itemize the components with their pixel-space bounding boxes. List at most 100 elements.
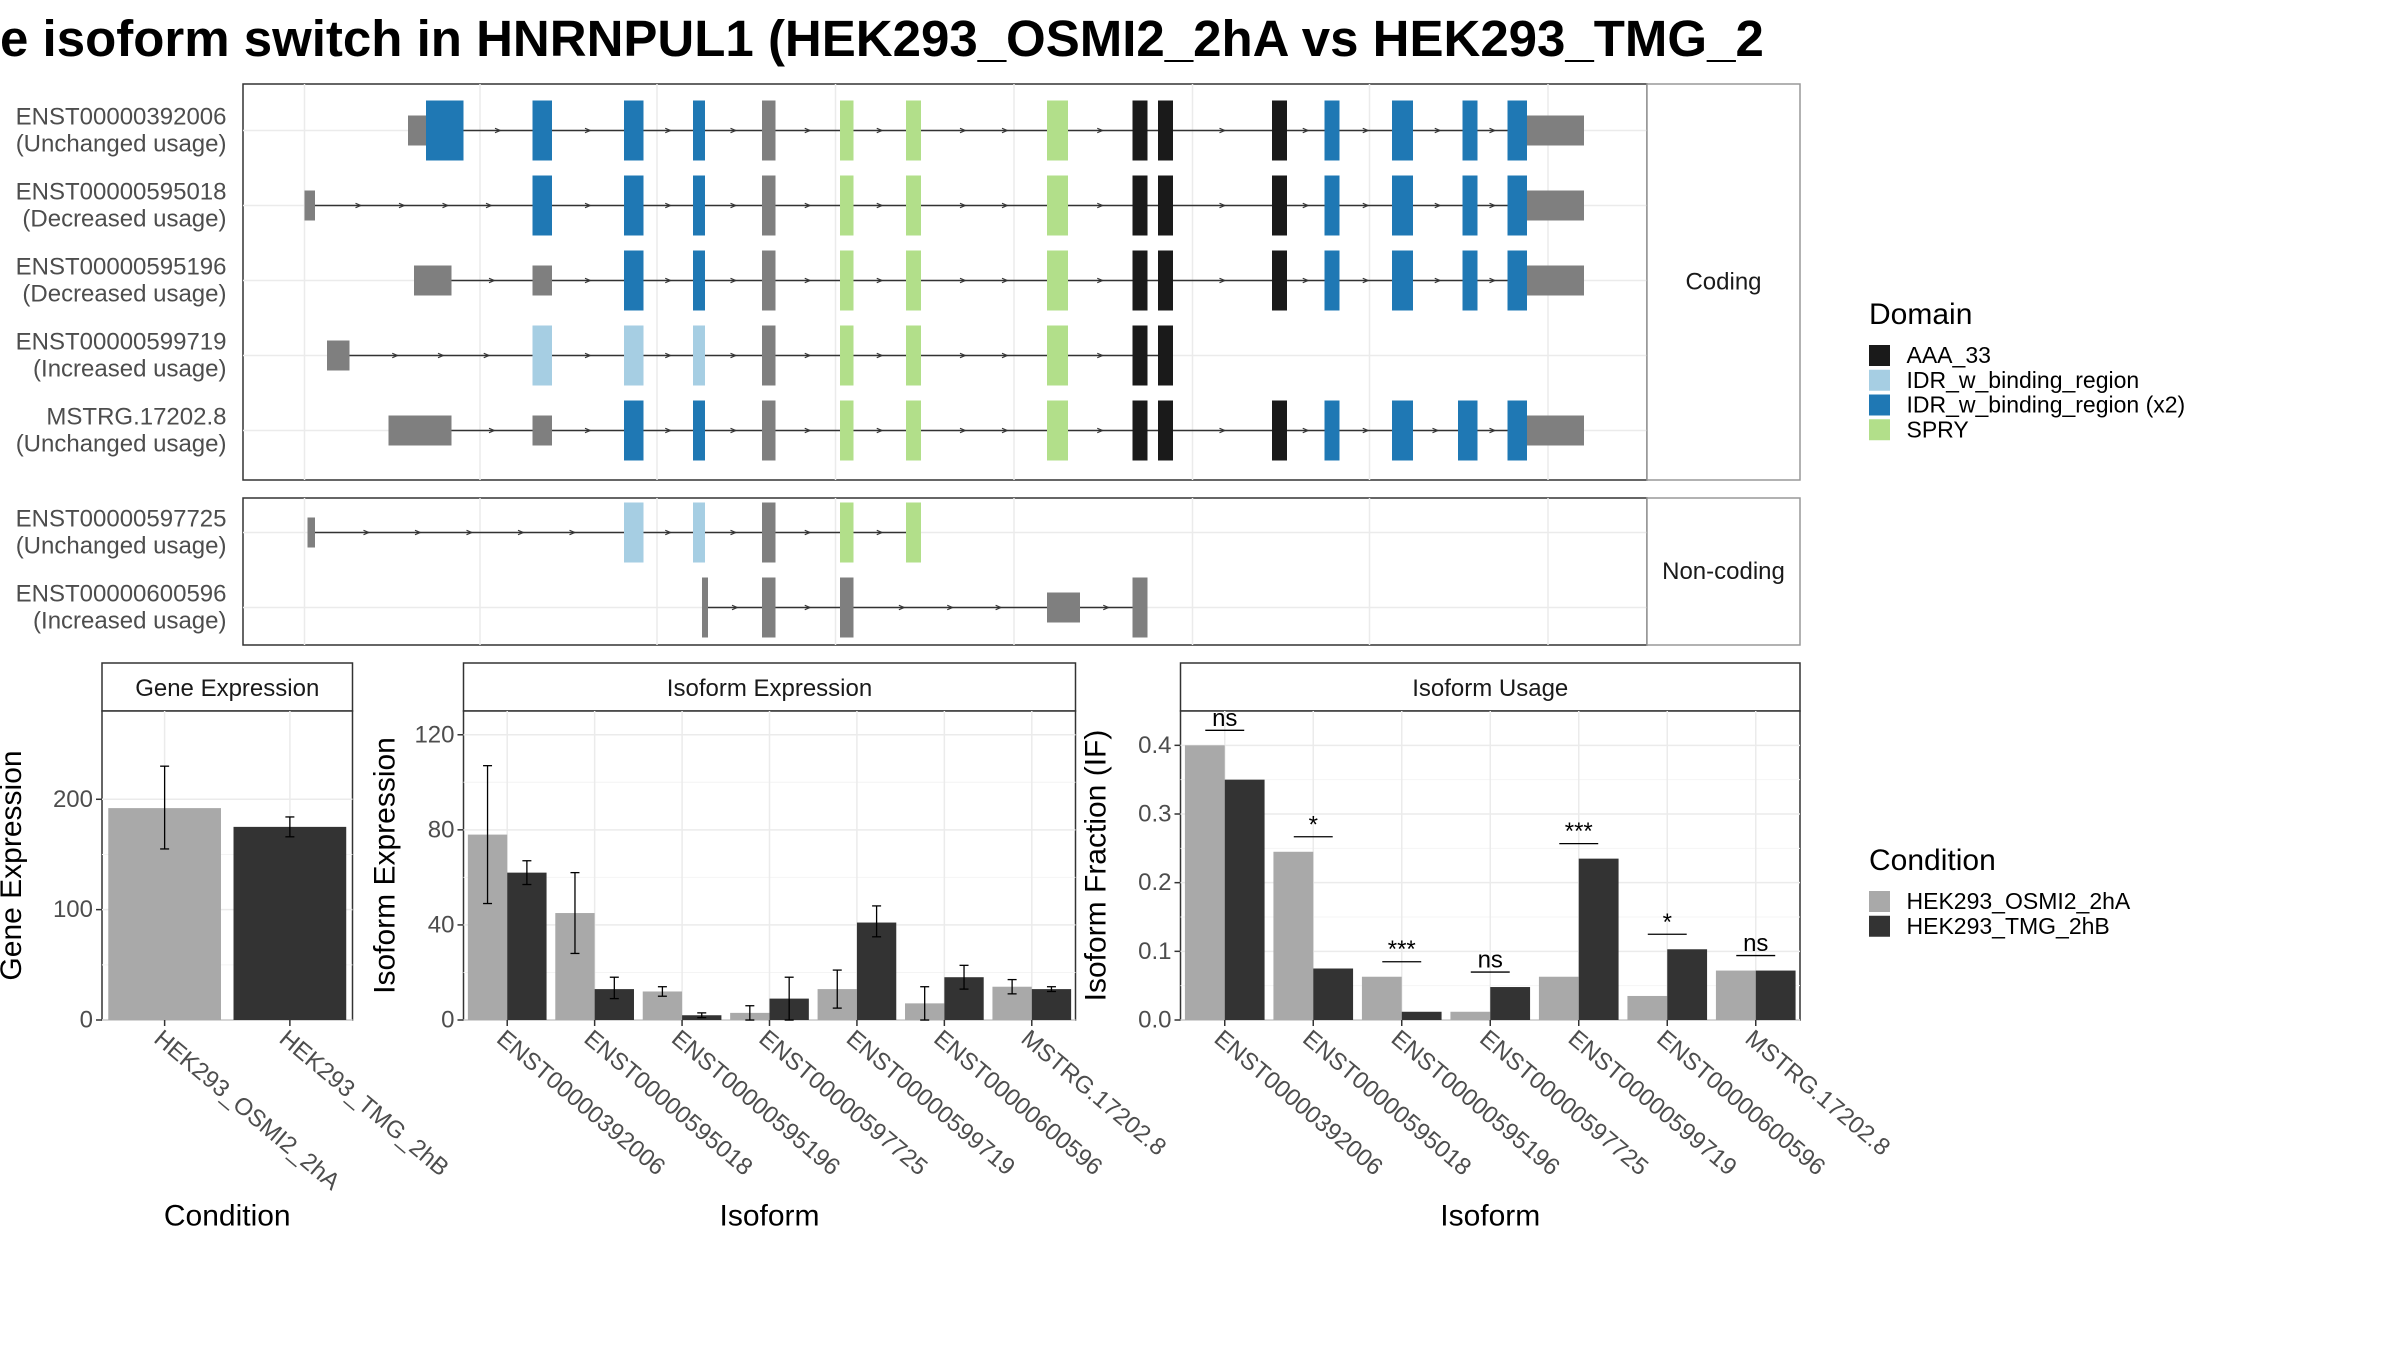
x-tick-label: ENST00000595018: [1297, 1025, 1476, 1181]
transcript-usage-label: (Unchanged usage): [16, 131, 227, 158]
y-axis-title: Gene Expression: [0, 750, 28, 980]
intron-arrow: [665, 427, 673, 434]
exon-block: [1047, 250, 1068, 311]
exon-block: [1047, 100, 1068, 161]
transcript-id-label: ENST00000595196: [16, 254, 227, 281]
intron-arrow: [1219, 202, 1227, 209]
condition-legend-label: HEK293_TMG_2hB: [1907, 913, 2110, 939]
bar: [233, 826, 347, 1020]
intron-arrow: [876, 427, 884, 434]
intron-arrow: [1362, 202, 1370, 209]
transcript-id-label: MSTRG.17202.8: [46, 404, 226, 431]
exon-block: [1158, 325, 1173, 386]
panel-strip: [101, 662, 354, 712]
intron-arrow: [665, 277, 673, 284]
intron-arrow: [804, 202, 812, 209]
bar: [1667, 949, 1708, 1020]
intron-arrow: [665, 127, 673, 134]
exon-block: [840, 400, 854, 461]
exon-block: [307, 517, 315, 548]
exon-block: [1527, 190, 1584, 221]
intron-arrow: [584, 277, 592, 284]
exon-block: [532, 175, 552, 236]
exon-block: [1507, 400, 1527, 461]
intron-arrow: [804, 352, 812, 359]
transcript-id-label: ENST00000392006: [16, 104, 227, 131]
intron-arrow: [730, 529, 738, 536]
intron-arrow: [730, 427, 738, 434]
domain-legend-title: Domain: [1869, 298, 1972, 331]
intron-arrow: [1097, 127, 1105, 134]
exon-block: [624, 100, 644, 161]
intron-arrow: [1219, 277, 1227, 284]
x-axis-title: Isoform: [719, 1200, 819, 1233]
intron-arrow: [731, 604, 739, 611]
transcript-id-label: ENST00000599719: [16, 329, 227, 356]
exon-block: [1132, 100, 1148, 161]
intron-arrow: [494, 127, 502, 134]
exon-block: [693, 502, 705, 563]
exon-block: [762, 400, 776, 461]
intron-arrow: [466, 529, 474, 536]
exon-block: [388, 415, 452, 446]
exon-block: [1527, 415, 1584, 446]
y-tick-label: 0.0: [1138, 1007, 1171, 1034]
exon-block: [1462, 175, 1478, 236]
intron-arrow: [959, 352, 967, 359]
exon-block: [693, 175, 705, 236]
bar: [1401, 1011, 1442, 1020]
bar: [1627, 995, 1668, 1020]
intron-arrow: [1434, 127, 1442, 134]
exon-block: [1507, 250, 1527, 311]
intron-arrow: [355, 202, 363, 209]
bar: [1715, 970, 1756, 1020]
exon-block: [693, 400, 705, 461]
exon-block: [762, 100, 776, 161]
y-tick-label: 0.1: [1138, 938, 1171, 965]
intron-arrow: [730, 127, 738, 134]
exon-block: [1047, 400, 1068, 461]
noncoding-strip: [1646, 497, 1801, 646]
significance-label: ns: [1743, 930, 1768, 957]
y-axis-title: Isoform Expression: [369, 737, 402, 994]
intron-arrow: [1001, 127, 1009, 134]
intron-arrow: [1302, 127, 1310, 134]
intron-arrow: [876, 127, 884, 134]
intron-arrow: [569, 529, 577, 536]
x-tick-label: MSTRG.17202.8: [1016, 1025, 1171, 1161]
intron-arrow: [1434, 202, 1442, 209]
exon-block: [532, 415, 552, 446]
bar: [1450, 1011, 1491, 1020]
domain-legend-label: IDR_w_binding_region (x2): [1907, 392, 2186, 418]
domain-legend-key: [1869, 419, 1890, 441]
condition-legend-key: [1869, 915, 1890, 937]
exon-block: [1324, 175, 1340, 236]
intron-arrow: [1362, 277, 1370, 284]
intron-arrow: [483, 352, 491, 359]
y-tick-label: 200: [53, 786, 93, 813]
exon-block: [624, 175, 644, 236]
intron-arrow: [363, 529, 371, 536]
significance-label: *: [1663, 909, 1672, 936]
x-tick-label: ENST00000392006: [491, 1025, 670, 1181]
exon-block: [762, 250, 776, 311]
intron-arrow: [1001, 202, 1009, 209]
exon-block: [1158, 100, 1173, 161]
intron-arrow: [665, 529, 673, 536]
legends: Domain AAA_33IDR_w_binding_regionIDR_w_bi…: [1869, 298, 2185, 939]
condition-legend-key: [1869, 891, 1890, 912]
intron-arrow: [804, 427, 812, 434]
intron-arrow: [876, 202, 884, 209]
y-tick-label: 120: [414, 721, 454, 748]
intron-arrow: [804, 604, 812, 611]
exon-block: [762, 502, 776, 563]
exon-block: [426, 100, 464, 161]
intron-arrow: [488, 427, 496, 434]
exon-block: [1158, 250, 1173, 311]
exon-block: [624, 400, 644, 461]
exon-block: [532, 100, 552, 161]
domain-legend-label: IDR_w_binding_region: [1907, 367, 2140, 393]
intron-arrow: [1302, 202, 1310, 209]
